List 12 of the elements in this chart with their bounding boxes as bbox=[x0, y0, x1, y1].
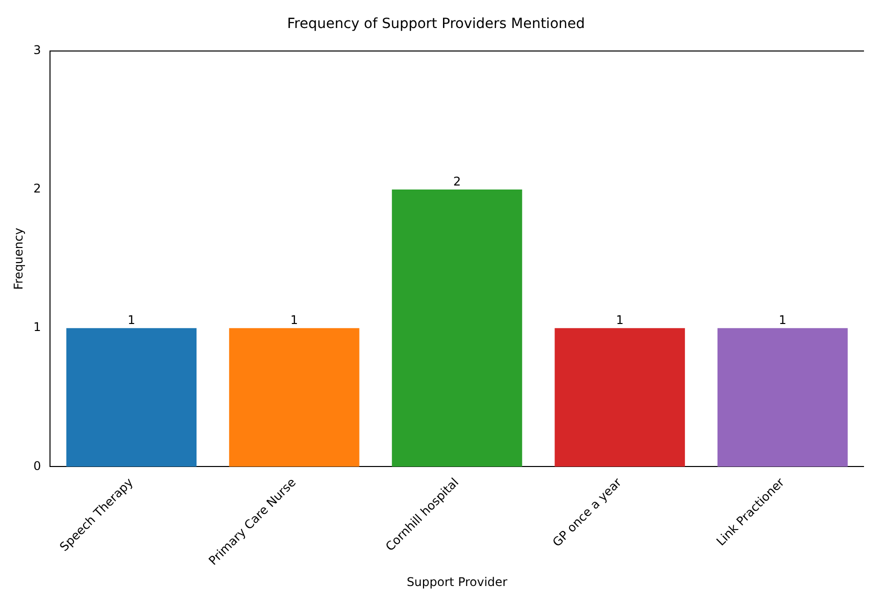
y-tick-label: 1 bbox=[33, 320, 42, 334]
y-tick-label: 3 bbox=[33, 42, 42, 57]
data-label: 1 bbox=[128, 313, 136, 328]
y-tick-label: 0 bbox=[33, 458, 42, 473]
data-label: 1 bbox=[290, 313, 298, 328]
data-label: 2 bbox=[453, 174, 461, 189]
data-label: 1 bbox=[778, 313, 786, 328]
x-axis-title: Support Provider bbox=[406, 574, 508, 589]
data-label: 1 bbox=[616, 313, 624, 328]
y-tick-label: 2 bbox=[33, 182, 42, 196]
y-axis-title: Frequency bbox=[11, 228, 26, 290]
chart-title: Frequency of Support Providers Mentioned bbox=[287, 16, 585, 32]
